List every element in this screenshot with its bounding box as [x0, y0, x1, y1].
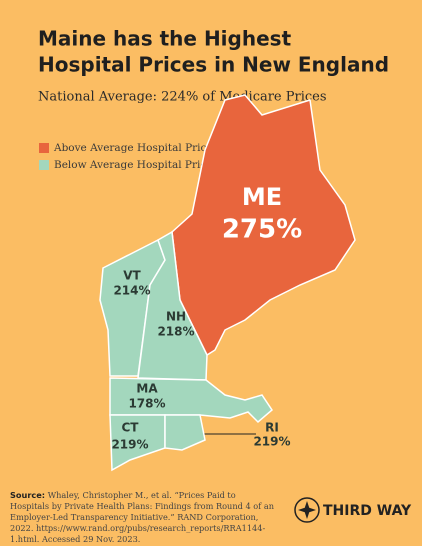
state-name: MA — [136, 382, 158, 396]
state-name: ME — [242, 183, 282, 211]
source-label: Source: — [10, 490, 46, 500]
title-line: Hospital Prices in New England — [38, 53, 389, 77]
state-name: CT — [122, 421, 140, 435]
state-value: 275% — [222, 215, 302, 245]
state-value: 178% — [128, 397, 165, 411]
source: Source: Whaley, Christopher M., et al. “… — [10, 490, 275, 545]
state-value: 214% — [113, 284, 150, 298]
state-name: VT — [123, 269, 141, 283]
source-text: Whaley, Christopher M., et al. “Prices P… — [10, 490, 274, 544]
state-name: NH — [166, 310, 186, 324]
legend-swatch — [39, 160, 49, 170]
state — [171, 94, 356, 357]
state-value: 218% — [157, 325, 194, 339]
state-value: 219% — [111, 438, 148, 452]
state-value: 219% — [253, 435, 290, 449]
legend-label: Above Average Hospital Prices — [53, 142, 218, 154]
title-line: Maine has the Highest — [38, 27, 292, 51]
state — [109, 414, 166, 472]
logo-text: THIRD WAY — [323, 503, 412, 519]
state-name: RI — [265, 421, 279, 435]
logo-icon — [294, 497, 320, 523]
subtitle: National Average: 224% of Medicare Price… — [38, 90, 327, 105]
legend-swatch — [39, 143, 49, 153]
legend-label: Below Average Hospital Prices — [54, 159, 218, 171]
state — [164, 414, 206, 451]
